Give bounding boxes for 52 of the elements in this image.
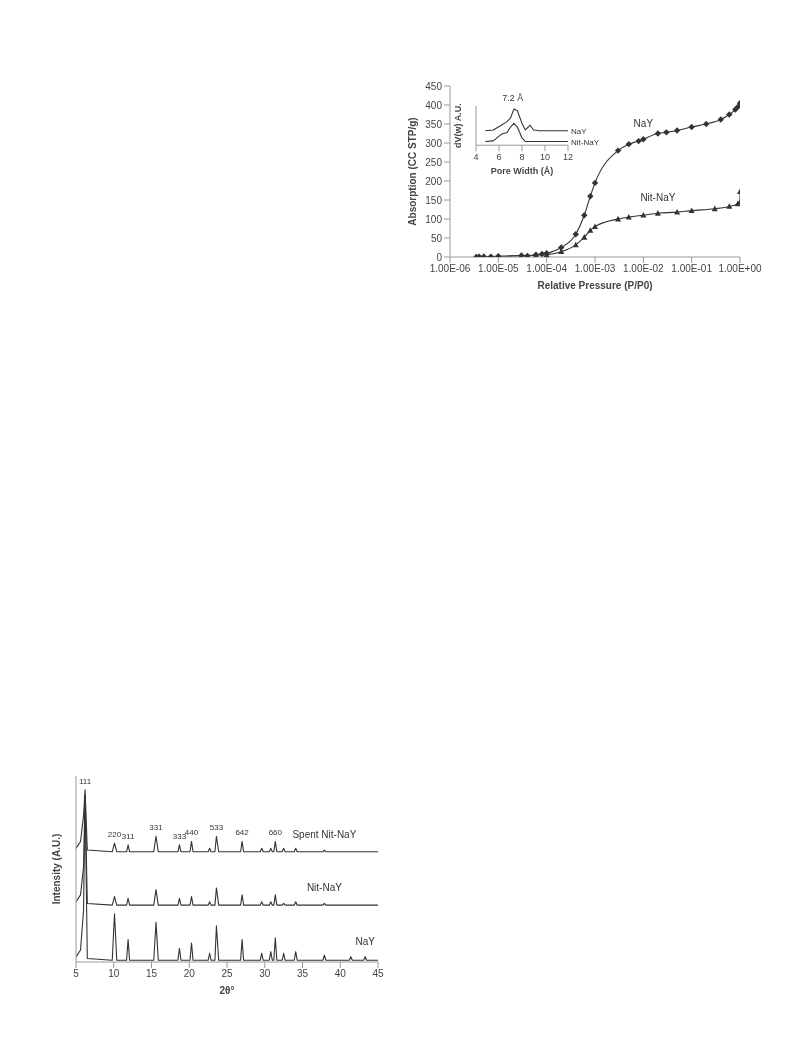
y-tick-label: 400	[425, 99, 443, 111]
x-tick-label: 1.00E-04	[526, 263, 568, 275]
x-tick-label: 10	[108, 968, 120, 980]
x-tick-label: 30	[259, 968, 271, 980]
x-tick-label: 4	[473, 151, 479, 162]
y-tick-label: 200	[425, 175, 443, 187]
x-tick-label: 6	[496, 151, 502, 162]
x-tick-label: 20	[183, 968, 196, 980]
series-label: NaY	[355, 935, 376, 947]
x-tick-label: 45	[372, 968, 384, 980]
y-axis-title: Intensity (A.U.)	[50, 833, 62, 905]
x-tick-label: 35	[296, 968, 309, 980]
annotation: 533	[209, 823, 224, 833]
y-tick-label: 250	[425, 156, 443, 168]
annotation: 7.2 Å	[502, 93, 524, 104]
series-label: Nit-NaY	[306, 882, 343, 894]
x-tick-label: 1.00E-02	[623, 263, 665, 275]
y-axis-title: Absorption (CC STP/g)	[406, 117, 418, 226]
annotation: 331	[149, 823, 164, 833]
y-tick-label: 50	[430, 232, 443, 244]
series-label: Nit-NaY	[640, 192, 676, 204]
x-axis-title: Pore Width (Å)	[490, 166, 554, 176]
x-tick-label: 15	[145, 968, 158, 980]
x-axis-title: 2θ°	[219, 985, 235, 996]
y-tick-label: 100	[425, 213, 443, 225]
x-tick-label: 5	[73, 968, 80, 980]
series-label: NaY	[633, 118, 654, 130]
y-tick-label: 300	[425, 137, 443, 149]
x-axis-title: Relative Pressure (P/P0)	[537, 280, 653, 291]
y-tick-label: 150	[425, 194, 443, 206]
annotation: 311	[121, 831, 136, 841]
x-tick-label: 25	[221, 968, 233, 980]
y-tick-label: 450	[425, 80, 443, 92]
annotation: 642	[235, 828, 250, 838]
series-label: NaY	[571, 126, 588, 136]
x-tick-label: 10	[539, 151, 551, 162]
annotation: 111	[78, 776, 92, 786]
x-tick-label: 1.00E-05	[478, 263, 520, 275]
x-tick-label: 1.00E-03	[574, 263, 616, 275]
series-label: Nit-NaY	[571, 137, 600, 147]
y-tick-label: 0	[436, 251, 443, 263]
series-label: Spent Nit-NaY	[292, 829, 357, 841]
x-tick-label: 8	[519, 151, 525, 162]
x-tick-label: 1.00E-01	[671, 263, 713, 275]
y-tick-label: 350	[425, 118, 443, 130]
annotation: 660	[268, 828, 283, 838]
x-tick-label: 1.00E-06	[429, 263, 471, 275]
annotation: 220	[107, 830, 122, 840]
x-tick-label: 12	[562, 151, 574, 162]
x-tick-label: 1.00E+00	[718, 263, 762, 275]
x-tick-label: 40	[334, 968, 347, 980]
y-axis-title: dV(w) A.U.	[453, 103, 464, 148]
